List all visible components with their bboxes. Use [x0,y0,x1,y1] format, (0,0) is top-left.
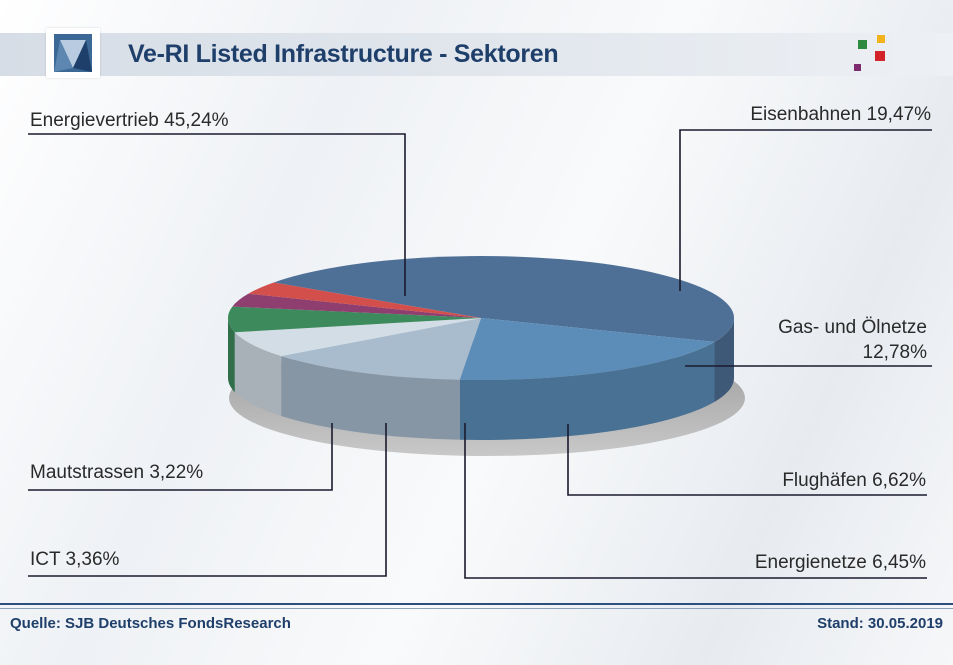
date-note: Stand: 30.05.2019 [817,615,943,632]
slice-side-energienetze [228,318,235,393]
header-band [0,33,953,76]
page-title: Ve-RI Listed Infrastructure - Sektoren [128,40,559,68]
slice-energienetze [228,306,481,333]
slice-energievertrieb [273,256,734,342]
source-note: Quelle: SJB Deutsches FondsResearch [10,615,291,632]
slice-label-ict: ICT 3,36% [30,549,120,570]
slice-flughaefen [234,318,481,357]
slice-label-energievertrieb: Energievertrieb 45,24% [30,110,229,131]
slice-label-flughaefen: Flughäfen 6,62% [782,470,926,491]
pie-tops [228,256,734,380]
slice-label-value-gas-und-oelnetze: 12,78% [863,342,928,363]
leader-line-energievertrieb [28,133,406,296]
colored-squares-icon [850,34,890,74]
slice-label-energienetze: Energienetze 6,45% [755,552,926,573]
leader-line-ict [28,423,387,577]
leader-line-mautstrassen [28,423,333,491]
leader-line-eisenbahnen [679,129,932,291]
slice-mautstrassen [248,282,481,318]
slice-label-eisenbahnen: Eisenbahnen 19,47% [750,104,931,125]
slice-side-gas-und-oelnetze [281,356,460,440]
slice-side-energievertrieb [714,318,734,402]
slice-side-flughaefen [234,332,282,417]
pie-sides [228,318,734,440]
leader-lines [28,129,932,579]
slice-label-mautstrassen: Mautstrassen 3,22% [30,462,203,483]
slice-ict [232,293,481,318]
slice-labels: Energievertrieb 45,24% Eisenbahnen 19,47%… [30,104,931,573]
diamond-logo-icon [46,28,100,78]
slice-side-eisenbahnen [459,341,715,440]
slice-eisenbahnen [459,318,715,380]
leader-line-energienetze [464,423,927,579]
leader-line-flughaefen [567,424,927,496]
slice-gas-und-oelnetze [281,318,481,380]
footer-divider-thin [0,608,953,609]
footer-divider [0,603,953,605]
slice-label-gas-und-oelnetze: Gas- und Ölnetze [778,317,927,338]
